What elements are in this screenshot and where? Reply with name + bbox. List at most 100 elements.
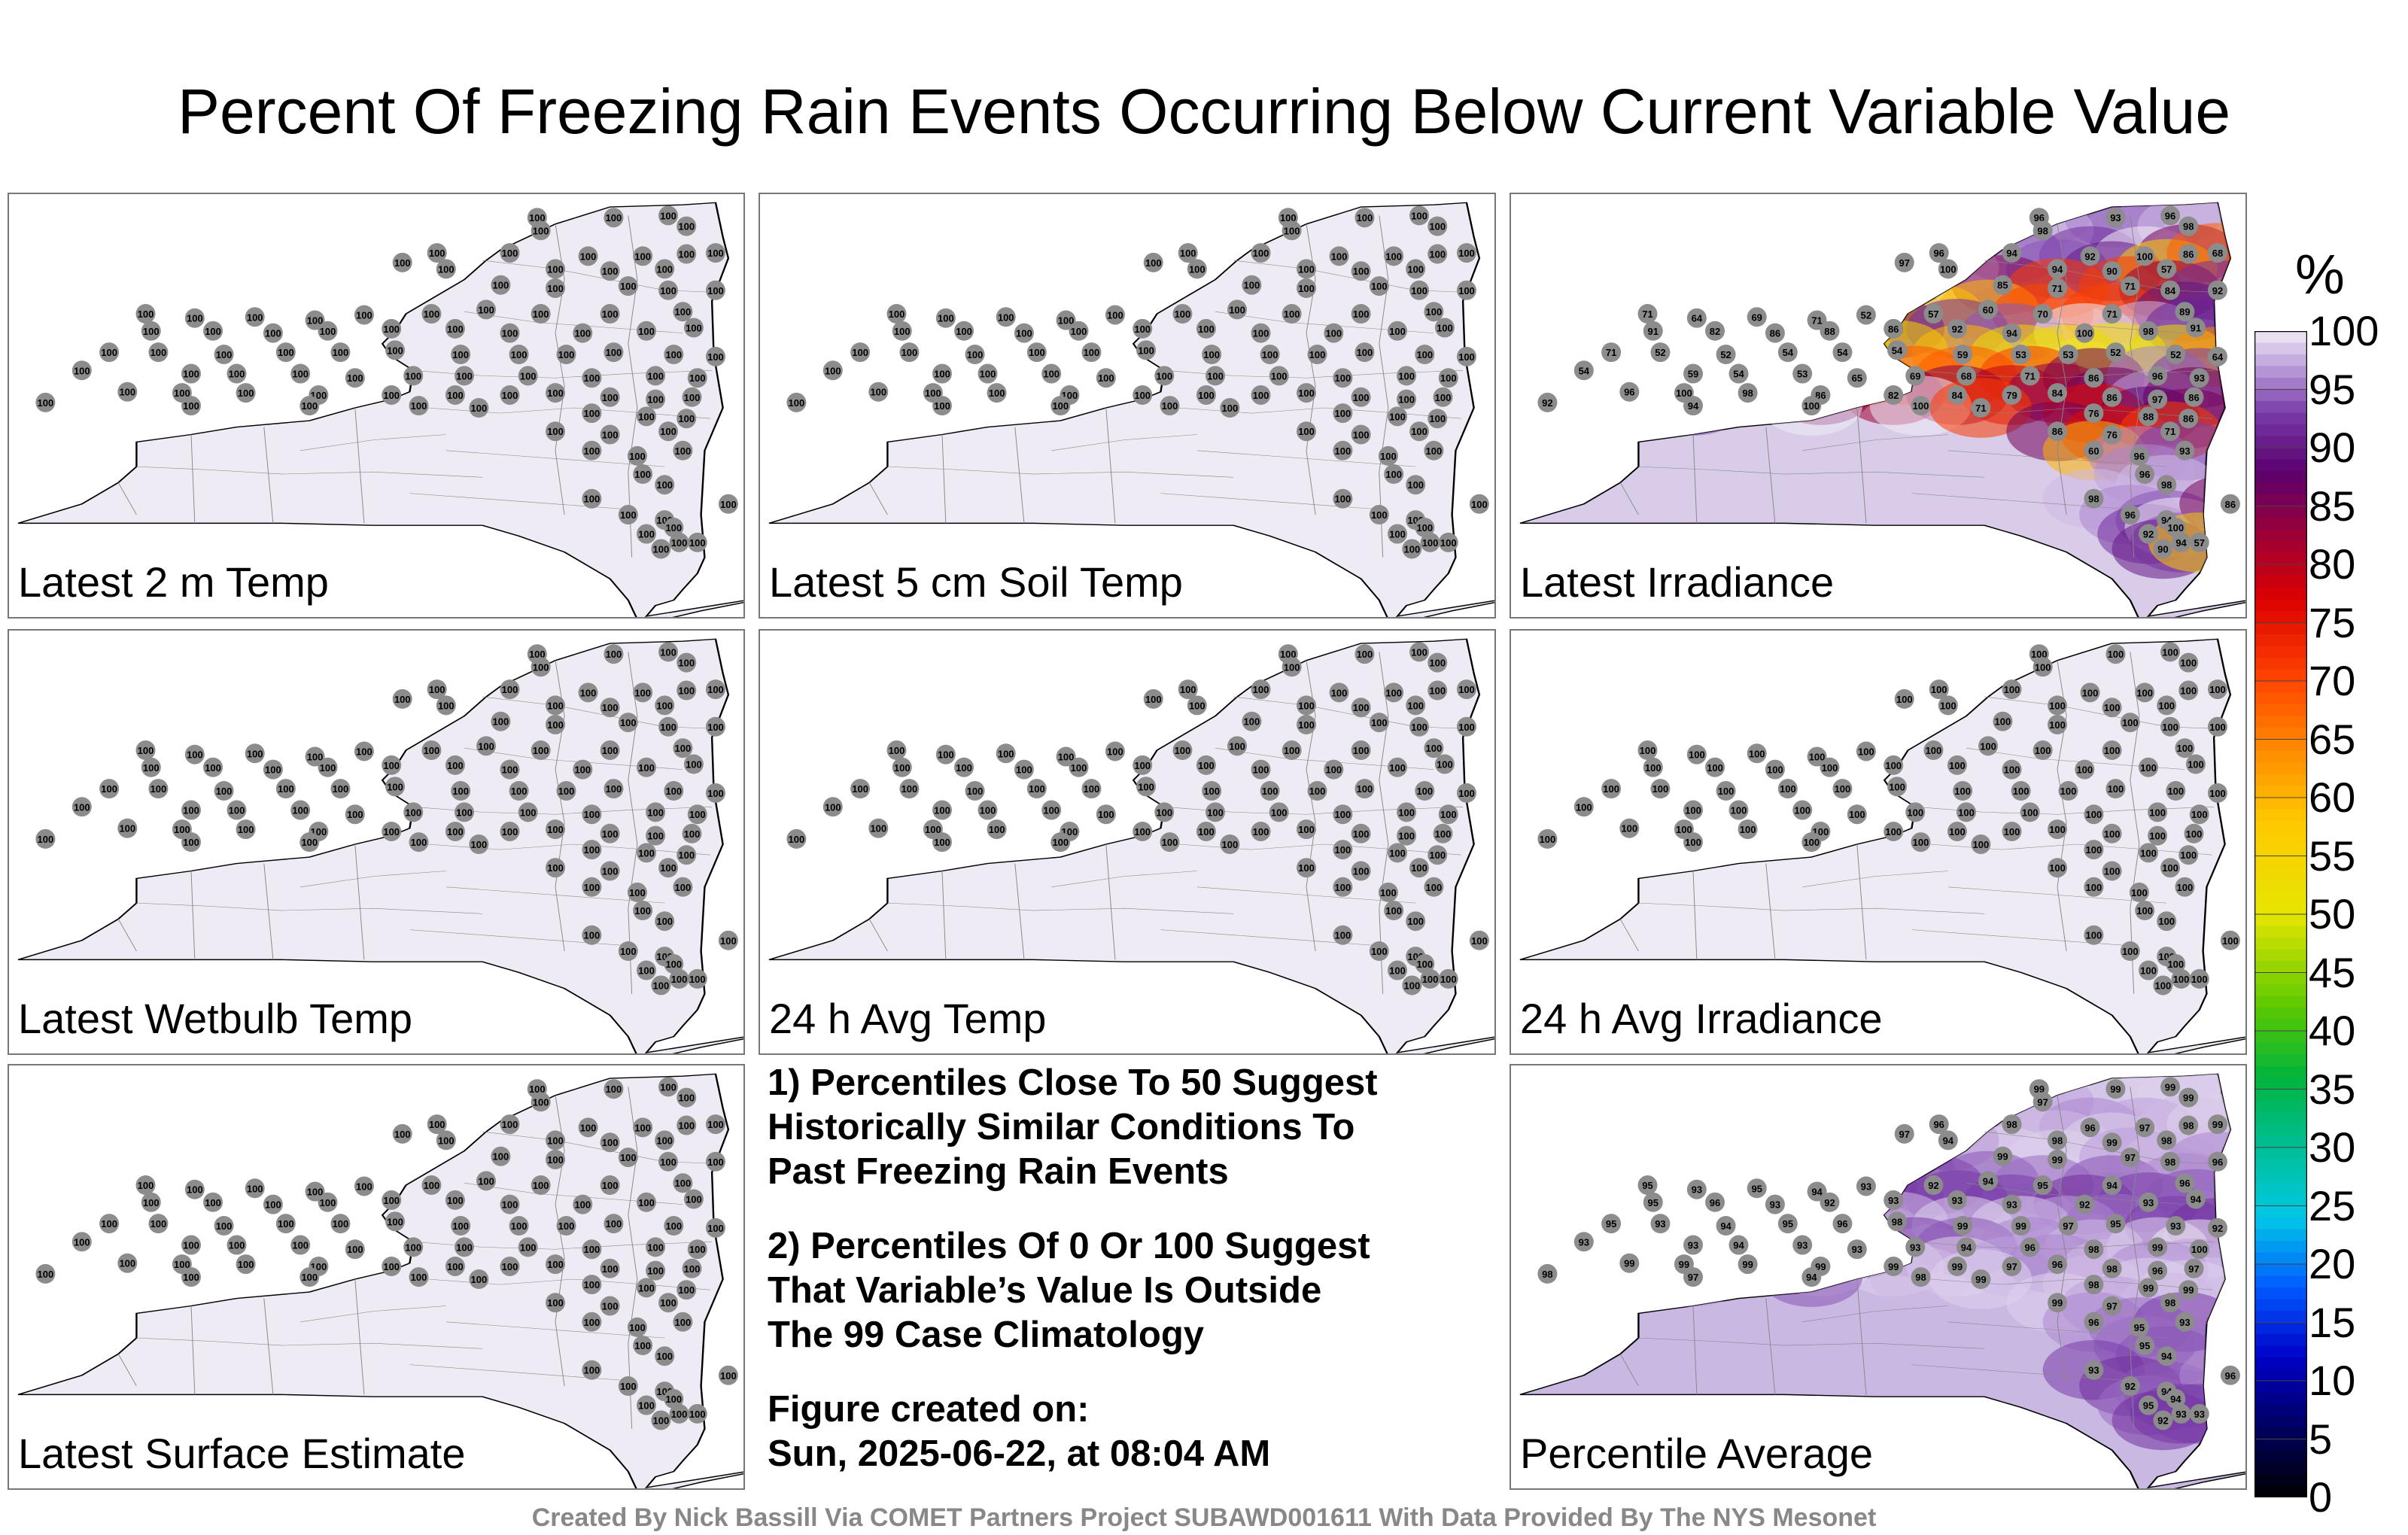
- county-line: [887, 466, 1234, 478]
- station-marker: [1282, 304, 1302, 324]
- station-marker: [2048, 1254, 2067, 1275]
- station-value: 71: [2165, 426, 2175, 437]
- station-marker: [236, 1254, 256, 1275]
- station-value: 100: [1411, 862, 1427, 874]
- station-value: 100: [1385, 905, 1402, 916]
- station-value: 100: [901, 783, 918, 795]
- station-value: 100: [1973, 839, 1990, 850]
- county-line: [354, 843, 365, 960]
- station-marker: [451, 781, 471, 801]
- station-value: 100: [1685, 837, 1701, 848]
- station-marker: [382, 1256, 402, 1276]
- station-marker: [682, 387, 702, 407]
- station-value: 100: [1389, 411, 1406, 422]
- colorbar-segment: [2254, 1008, 2307, 1020]
- station-value: 100: [387, 1216, 403, 1227]
- station-marker: [1832, 342, 1853, 363]
- station-marker: [1820, 757, 1840, 777]
- station-value: 52: [1720, 349, 1731, 360]
- station-value: 100: [101, 783, 117, 795]
- station-value: 100: [1926, 745, 1942, 756]
- station-value: 100: [707, 351, 724, 363]
- station-marker: [2120, 276, 2140, 296]
- station-value: 100: [493, 1151, 509, 1163]
- station-marker: [2102, 1296, 2122, 1316]
- station-value: 100: [1749, 748, 1765, 759]
- station-value: 93: [2194, 1409, 2205, 1420]
- station-value: 100: [629, 887, 646, 898]
- station-value: 100: [547, 283, 564, 294]
- colorbar-tick-label: 25: [2309, 1181, 2356, 1230]
- station-marker: [604, 779, 624, 799]
- station-marker: [1619, 1253, 1640, 1273]
- colorbar-segment: [2254, 739, 2307, 752]
- station-marker: [2157, 695, 2177, 716]
- station-value: 100: [789, 397, 805, 409]
- colorbar-segment: [2254, 611, 2307, 623]
- station-marker: [2011, 1216, 2031, 1236]
- station-value: 100: [183, 805, 199, 816]
- station-marker: [2102, 261, 2122, 281]
- station-marker: [673, 738, 693, 758]
- station-value: 100: [2108, 783, 2124, 795]
- station-marker: [1686, 1179, 1707, 1199]
- station-marker: [1905, 1237, 1926, 1257]
- station-value: 93: [1692, 1184, 1702, 1196]
- colorbar-tick-label: 35: [2309, 1065, 2356, 1113]
- station-value: 100: [1335, 844, 1351, 856]
- station-marker: [2002, 1256, 2022, 1276]
- county-line: [1638, 466, 1985, 478]
- station-marker: [1456, 346, 1476, 366]
- station-marker: [2160, 1151, 2181, 1172]
- station-value: 100: [1707, 762, 1723, 774]
- station-value: 100: [1576, 801, 1592, 813]
- station-value: 100: [520, 807, 537, 818]
- station-value: 100: [1253, 328, 1269, 339]
- station-marker: [445, 1256, 465, 1276]
- station-value: 100: [238, 1259, 254, 1270]
- station-value: 100: [1435, 828, 1452, 840]
- station-value: 100: [1162, 400, 1178, 412]
- station-marker: [682, 823, 702, 843]
- station-value: 100: [1298, 388, 1315, 399]
- station-value: 100: [647, 1242, 664, 1253]
- station-marker: [1978, 299, 1999, 320]
- station-value: 100: [411, 837, 427, 848]
- station-marker: [1792, 800, 1813, 820]
- station-value: 100: [1145, 257, 1162, 269]
- station-marker: [1728, 1235, 1749, 1255]
- station-marker: [1747, 1178, 1767, 1199]
- station-value: 100: [647, 370, 664, 381]
- colorbar-segment: [2254, 1135, 2307, 1148]
- station-value: 100: [2082, 687, 2099, 698]
- station-marker: [1206, 366, 1225, 386]
- station-marker: [2002, 1194, 2022, 1214]
- station-marker: [1297, 259, 1316, 279]
- station-value: 100: [2173, 974, 2190, 985]
- station-value: 100: [2158, 700, 2175, 711]
- station-value: 100: [1822, 762, 1838, 774]
- station-marker: [1397, 825, 1417, 846]
- station-marker: [491, 275, 511, 295]
- county-line: [887, 902, 1234, 914]
- station-value: 100: [707, 248, 724, 259]
- station-value: 99: [2015, 1220, 2026, 1232]
- station-value: 100: [678, 1284, 695, 1296]
- station-value: 100: [934, 805, 950, 816]
- station-value: 100: [1940, 263, 1956, 275]
- station-value: 100: [1331, 687, 1348, 698]
- station-marker: [1993, 275, 2013, 295]
- station-marker: [822, 360, 843, 381]
- station-value: 100: [629, 1322, 646, 1333]
- colorbar-segment: [2254, 1124, 2307, 1136]
- station-marker: [476, 299, 497, 320]
- station-marker: [1993, 711, 2013, 731]
- station-value: 100: [1995, 716, 2011, 728]
- station-marker: [330, 342, 351, 363]
- station-marker: [1388, 960, 1407, 980]
- station-marker: [2189, 368, 2209, 388]
- station-marker: [1220, 834, 1240, 854]
- panel-label: Percentile Average: [1520, 1430, 1874, 1477]
- station-marker: [1333, 925, 1353, 945]
